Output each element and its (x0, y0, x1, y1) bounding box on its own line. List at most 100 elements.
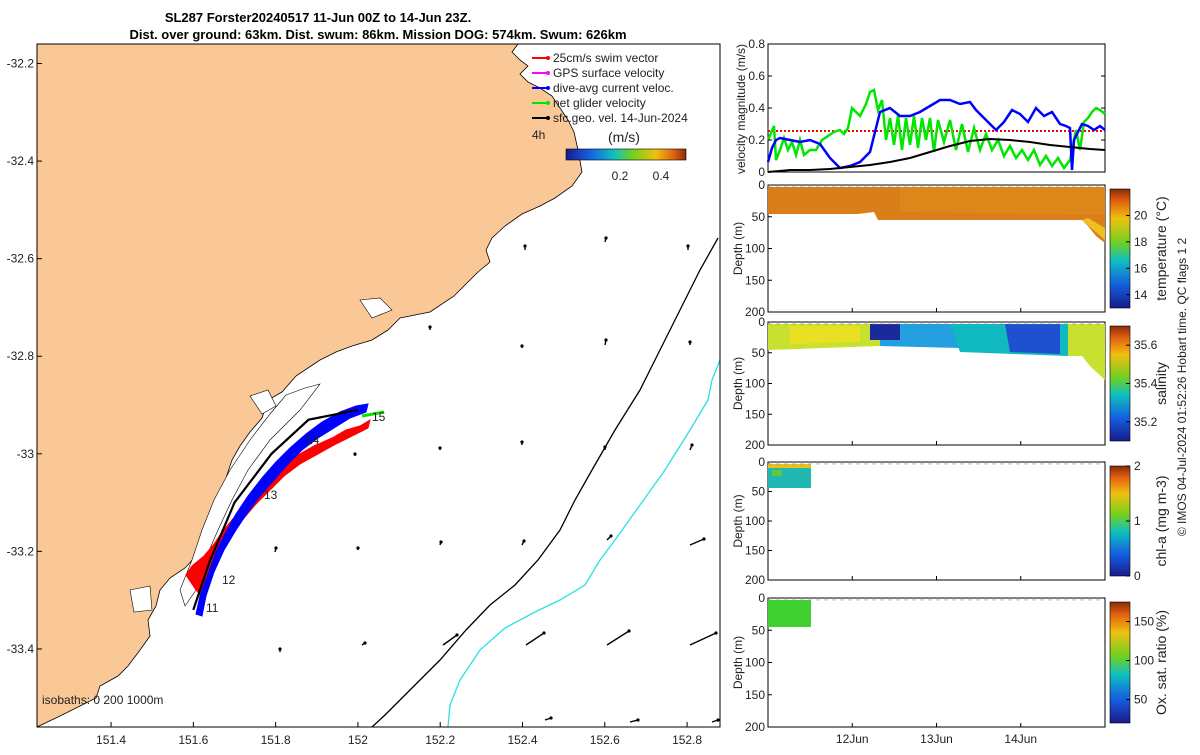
surface-profile-dot (920, 597, 924, 601)
geo-arrow-head (603, 445, 607, 449)
surface-profile-dot (768, 597, 772, 601)
surface-profile-dot (984, 597, 988, 601)
colorbar-title: Ox. sat. ratio (%) (1153, 610, 1169, 715)
geo-arrow-head (716, 718, 720, 722)
map-x-tick-label: 152.8 (672, 733, 702, 747)
surface-profile-dot (984, 461, 988, 465)
depth-tick-label: 0 (758, 591, 765, 605)
surface-profile-dot (960, 184, 964, 188)
surface-profile-dot (800, 461, 804, 465)
colorbar-tick-label: 14 (1134, 288, 1148, 302)
surface-profile-dot (784, 184, 788, 188)
surface-profile-dot (976, 184, 980, 188)
surface-profile-dot (1080, 321, 1084, 325)
depth-tick-label: 150 (745, 688, 765, 702)
map-y-tick-label: -32.4 (7, 154, 35, 168)
colorbar (565, 148, 687, 161)
temperature-panel (767, 184, 1106, 313)
colorbar-tick-label: 35.4 (1134, 377, 1158, 391)
colorbar-title: chl-a (mg m-3) (1153, 475, 1169, 566)
map-y-tick-label: -32.8 (7, 349, 35, 363)
surface-profile-dot (944, 184, 948, 188)
surface-profile-dot (992, 461, 996, 465)
time-tick-label: 13Jun (920, 732, 953, 746)
temperature-cool-tail (1082, 218, 1105, 240)
legend-marker (546, 71, 550, 75)
surface-profile-dot (960, 461, 964, 465)
surface-profile-dot (928, 461, 932, 465)
surface-profile-dot (952, 597, 956, 601)
depth-colorbar (1109, 601, 1131, 724)
surface-profile-dot (856, 321, 860, 325)
surface-profile-dot (888, 461, 892, 465)
surface-profile-dot (792, 184, 796, 188)
surface-profile-dot (816, 321, 820, 325)
depth-axis-label: Depth (m) (731, 222, 745, 275)
surface-profile-dot (1056, 184, 1060, 188)
surface-profile-dot (784, 597, 788, 601)
surface-profile-dot (768, 321, 772, 325)
velocity-y-tick-label: 0 (758, 165, 765, 179)
glider-track (192, 408, 359, 611)
dive-avg-vectors (195, 403, 369, 617)
surface-profile-dot (800, 321, 804, 325)
surface-profile-dot (816, 461, 820, 465)
surface-profile-dot (936, 461, 940, 465)
depth-axis-label: Depth (m) (731, 357, 745, 410)
map-x-tick-label: 152.6 (590, 733, 620, 747)
title-line-2: Dist. over ground: 63km. Dist. swum: 86k… (129, 27, 626, 42)
time-tick-label: 14Jun (1004, 732, 1037, 746)
colorbar-tick-label: 35.6 (1134, 338, 1158, 352)
geo-arrow-head (523, 244, 527, 248)
geo-arrow-head (274, 546, 278, 550)
day-label-14: 14 (306, 433, 320, 447)
surface-profile-dot (1000, 461, 1004, 465)
surface-profile-dot (936, 321, 940, 325)
map-x-tick-label: 151.8 (261, 733, 291, 747)
map-y-tick-label: -32.2 (7, 57, 35, 71)
surface-profile-dot (816, 184, 820, 188)
map-x-tick-label: 152 (348, 733, 368, 747)
map-y-tick-label: -32.6 (7, 252, 35, 266)
surface-profile-dot (1072, 597, 1076, 601)
surface-profile-dot (1000, 184, 1004, 188)
surface-profile-dot (824, 597, 828, 601)
geo-arrow-head (686, 244, 690, 248)
geo-arrow-head (714, 631, 718, 635)
legend-label: net glider velocity (553, 96, 646, 110)
surface-profile-dot (952, 184, 956, 188)
surface-profile-dot (1064, 184, 1068, 188)
surface-profile-dot (1056, 597, 1060, 601)
surface-profile-dot (880, 461, 884, 465)
net-velocity-series (766, 88, 1106, 171)
depth-axis-label: Depth (m) (731, 636, 745, 689)
legend-marker (546, 116, 550, 120)
surface-profile-dot (840, 184, 844, 188)
surface-profile-dot (1024, 321, 1028, 325)
geo-arrow-head (363, 641, 367, 645)
surface-profile-dot (944, 461, 948, 465)
geo-arrow-head (636, 718, 640, 722)
salinity-yellow-core (790, 326, 860, 344)
surface-profile-dot (1016, 184, 1020, 188)
surface-profile-dot (928, 321, 932, 325)
velocity-panel: 0 0.2 0.4 0.6 0.8 velocity magnitude (m/s) (734, 37, 1106, 179)
surface-profile-dot (832, 184, 836, 188)
geo-arrow-head (690, 443, 694, 447)
salinity-panel (767, 321, 1106, 446)
map-x-tick-label: 151.4 (96, 733, 126, 747)
surface-profile-dot (960, 597, 964, 601)
surface-profile-dot (1096, 461, 1100, 465)
surface-profile-dot (944, 321, 948, 325)
surface-profile-dot (872, 597, 876, 601)
map-x-tick-label: 152.2 (425, 733, 455, 747)
surface-profile-dot (840, 461, 844, 465)
velocity-frame (767, 43, 1106, 173)
surface-profile-dot (904, 597, 908, 601)
surface-profile-dot (824, 461, 828, 465)
chlorophyll-patch (772, 470, 782, 476)
surface-profile-dot (968, 184, 972, 188)
surface-profile-dot (792, 461, 796, 465)
depth-tick-label: 100 (745, 656, 765, 670)
